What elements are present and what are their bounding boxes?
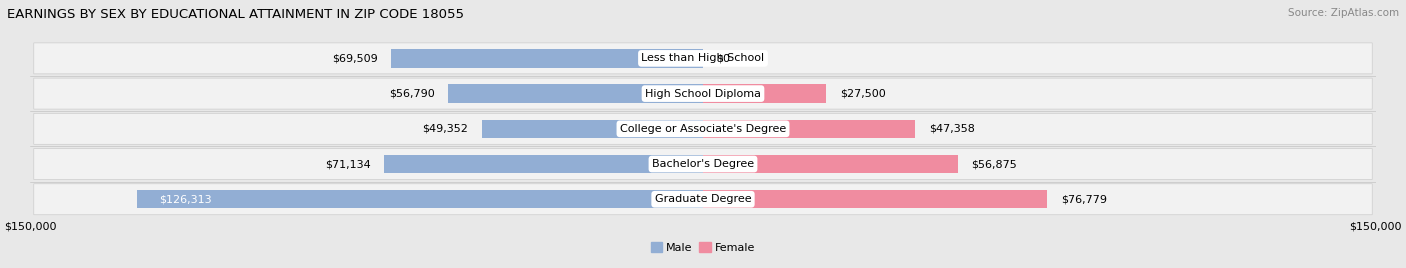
Text: $76,779: $76,779 (1060, 194, 1107, 204)
Bar (136, 190, 703, 209)
Bar (703, 155, 957, 173)
Text: $126,313: $126,313 (159, 194, 212, 204)
Bar (703, 120, 915, 138)
Text: $49,352: $49,352 (422, 124, 468, 134)
FancyBboxPatch shape (34, 43, 1372, 74)
Text: Graduate Degree: Graduate Degree (655, 194, 751, 204)
Text: $69,509: $69,509 (332, 53, 378, 63)
Text: $0: $0 (717, 53, 731, 63)
Legend: Male, Female: Male, Female (651, 242, 755, 253)
Bar (703, 190, 1047, 209)
Text: $27,500: $27,500 (839, 89, 886, 99)
Bar (482, 120, 703, 138)
FancyBboxPatch shape (34, 184, 1372, 215)
Text: $71,134: $71,134 (325, 159, 371, 169)
Text: Less than High School: Less than High School (641, 53, 765, 63)
Text: College or Associate's Degree: College or Associate's Degree (620, 124, 786, 134)
FancyBboxPatch shape (34, 78, 1372, 109)
Text: High School Diploma: High School Diploma (645, 89, 761, 99)
Text: Bachelor's Degree: Bachelor's Degree (652, 159, 754, 169)
Text: $47,358: $47,358 (929, 124, 974, 134)
FancyBboxPatch shape (34, 148, 1372, 180)
Bar (384, 155, 703, 173)
Text: $56,875: $56,875 (972, 159, 1017, 169)
Bar (449, 84, 703, 103)
Text: $56,790: $56,790 (389, 89, 434, 99)
Text: EARNINGS BY SEX BY EDUCATIONAL ATTAINMENT IN ZIP CODE 18055: EARNINGS BY SEX BY EDUCATIONAL ATTAINMEN… (7, 8, 464, 21)
Bar (391, 49, 703, 68)
Bar (703, 84, 827, 103)
Text: Source: ZipAtlas.com: Source: ZipAtlas.com (1288, 8, 1399, 18)
FancyBboxPatch shape (34, 113, 1372, 144)
